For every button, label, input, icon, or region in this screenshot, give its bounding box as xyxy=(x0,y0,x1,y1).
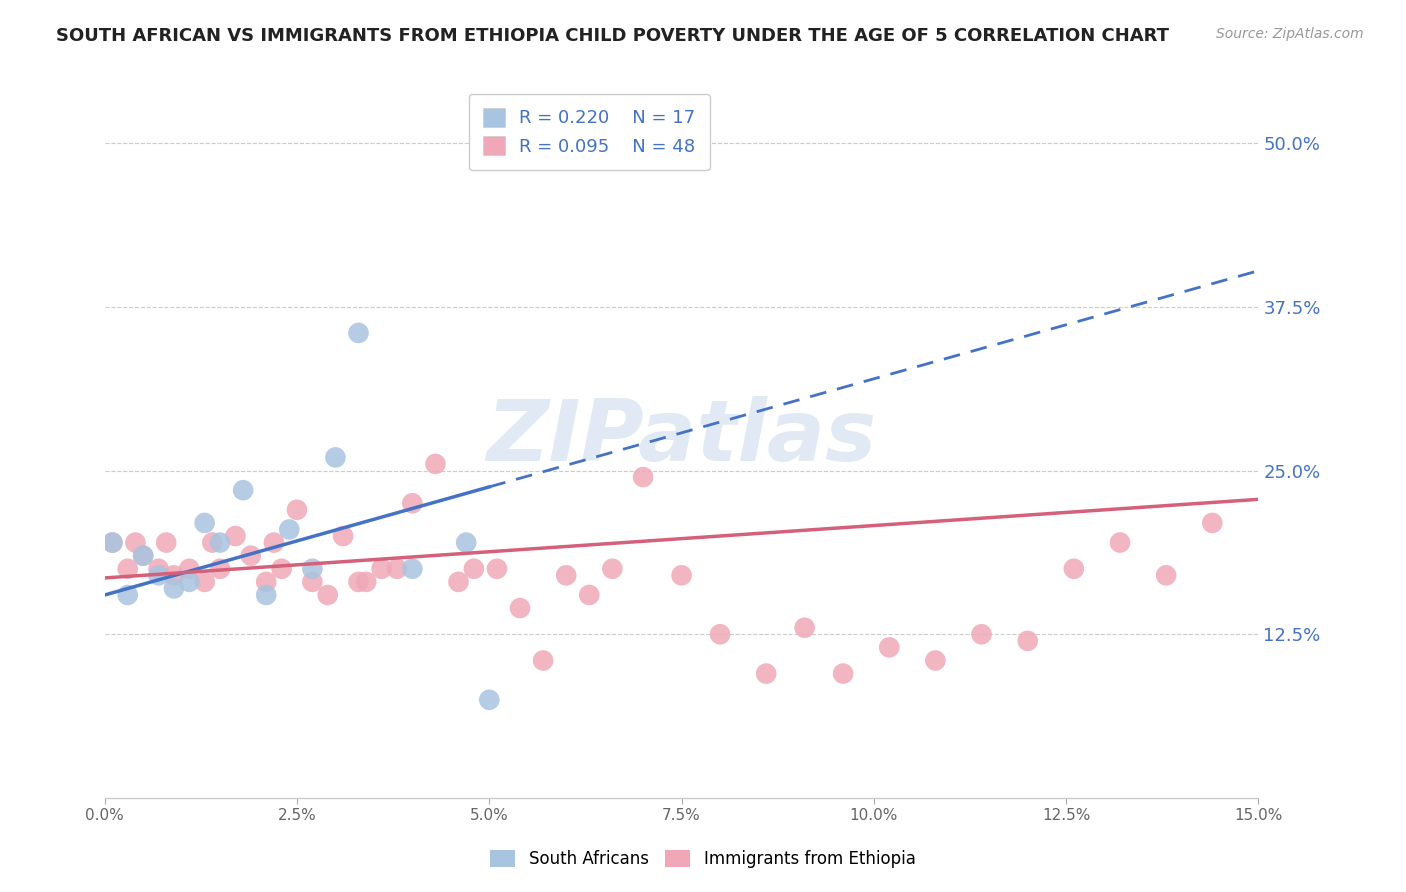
Point xyxy=(285,503,308,517)
Point xyxy=(463,562,485,576)
Point xyxy=(163,582,186,596)
Point xyxy=(209,562,232,576)
Point xyxy=(832,666,855,681)
Point xyxy=(401,562,423,576)
Point xyxy=(179,562,201,576)
Point xyxy=(478,693,501,707)
Point xyxy=(401,496,423,510)
Point xyxy=(447,574,470,589)
Point xyxy=(578,588,600,602)
Point xyxy=(117,588,139,602)
Point xyxy=(602,562,624,576)
Point xyxy=(425,457,447,471)
Point xyxy=(224,529,246,543)
Point xyxy=(332,529,354,543)
Point xyxy=(278,523,301,537)
Point xyxy=(485,562,508,576)
Point xyxy=(1109,535,1132,549)
Point xyxy=(325,450,347,465)
Text: Source: ZipAtlas.com: Source: ZipAtlas.com xyxy=(1216,27,1364,41)
Point xyxy=(1201,516,1223,530)
Point xyxy=(755,666,778,681)
Legend: R = 0.220    N = 17, R = 0.095    N = 48: R = 0.220 N = 17, R = 0.095 N = 48 xyxy=(468,94,710,170)
Point xyxy=(347,326,370,340)
Point xyxy=(263,535,285,549)
Point xyxy=(631,470,654,484)
Point xyxy=(555,568,578,582)
Point xyxy=(370,562,392,576)
Point xyxy=(194,574,217,589)
Point xyxy=(239,549,262,563)
Point xyxy=(124,535,146,549)
Point xyxy=(179,574,201,589)
Point xyxy=(201,535,224,549)
Point xyxy=(209,535,232,549)
Point xyxy=(509,601,531,615)
Point xyxy=(456,535,478,549)
Point xyxy=(194,516,217,530)
Point xyxy=(709,627,731,641)
Point xyxy=(531,653,554,667)
Point xyxy=(671,568,693,582)
Point xyxy=(793,621,815,635)
Point xyxy=(1154,568,1177,582)
Point xyxy=(163,568,186,582)
Text: SOUTH AFRICAN VS IMMIGRANTS FROM ETHIOPIA CHILD POVERTY UNDER THE AGE OF 5 CORRE: SOUTH AFRICAN VS IMMIGRANTS FROM ETHIOPI… xyxy=(56,27,1170,45)
Point xyxy=(877,640,900,655)
Point xyxy=(924,653,946,667)
Point xyxy=(1063,562,1085,576)
Point xyxy=(101,535,124,549)
Legend: South Africans, Immigrants from Ethiopia: South Africans, Immigrants from Ethiopia xyxy=(484,843,922,875)
Point xyxy=(232,483,254,498)
Point xyxy=(148,562,170,576)
Point xyxy=(101,535,124,549)
Point xyxy=(148,568,170,582)
Point xyxy=(354,574,377,589)
Point xyxy=(132,549,155,563)
Point xyxy=(347,574,370,589)
Point xyxy=(254,574,277,589)
Point xyxy=(254,588,277,602)
Text: ZIPatlas: ZIPatlas xyxy=(486,396,877,479)
Point xyxy=(270,562,292,576)
Point xyxy=(316,588,339,602)
Point xyxy=(385,562,408,576)
Point xyxy=(132,549,155,563)
Point xyxy=(155,535,177,549)
Point xyxy=(301,562,323,576)
Point xyxy=(301,574,323,589)
Point xyxy=(970,627,993,641)
Point xyxy=(1017,633,1039,648)
Point xyxy=(117,562,139,576)
